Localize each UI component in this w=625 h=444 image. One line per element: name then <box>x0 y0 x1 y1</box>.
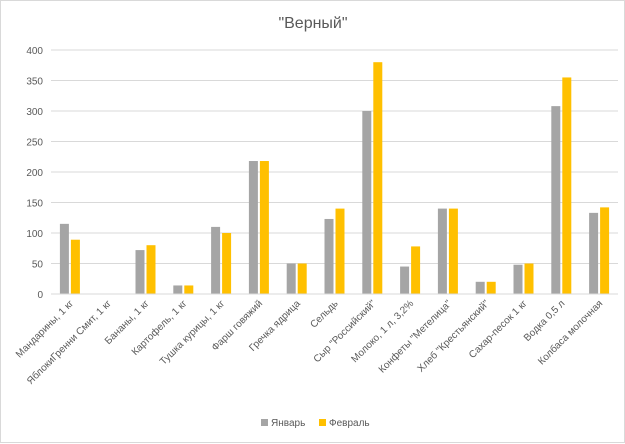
bar-february <box>297 263 307 294</box>
bar-january <box>513 264 523 294</box>
gridlines <box>51 49 618 264</box>
y-tick-label: 250 <box>26 138 43 149</box>
bar-february <box>259 161 269 294</box>
bar-january <box>475 281 485 294</box>
x-tick-label: Хлеб "Крестьянский" <box>415 297 492 374</box>
bar-february <box>600 207 610 294</box>
bar-january <box>173 285 183 294</box>
bar-february <box>335 208 345 294</box>
bar-january <box>551 106 561 295</box>
x-tick-label: Колбаса молочная <box>535 298 605 368</box>
bar-january <box>135 250 145 294</box>
bar-january <box>589 212 599 294</box>
bar-february <box>373 62 383 295</box>
legend-label: Январь <box>271 418 305 429</box>
x-tick-label: Тушка курицы, 1 кг <box>158 298 227 367</box>
bar-january <box>362 111 372 294</box>
chart-title: "Верный" <box>278 15 347 32</box>
x-tick-label: Конфеты "Метелица" <box>376 297 454 375</box>
y-tick-label: 150 <box>26 199 43 210</box>
legend-swatch <box>261 419 268 426</box>
bar-january <box>59 223 69 294</box>
y-tick-label: 0 <box>37 290 43 301</box>
bar-february <box>146 245 156 294</box>
y-tick-label: 300 <box>26 107 43 118</box>
legend-swatch <box>319 419 326 426</box>
y-tick-label: 350 <box>26 77 43 88</box>
bar-february <box>70 239 80 294</box>
bars <box>59 62 610 295</box>
y-axis-ticks: 0 50 100 150 200 250 300 350 400 <box>26 46 43 301</box>
bar-february <box>486 281 496 294</box>
y-tick-label: 200 <box>26 168 43 179</box>
bar-january <box>248 161 258 294</box>
legend-label: Февраль <box>329 418 370 429</box>
x-tick-label: Сельдь <box>308 298 340 330</box>
bar-january <box>211 226 221 294</box>
bar-february <box>524 263 534 294</box>
bar-january <box>286 263 296 294</box>
bar-january <box>437 208 447 294</box>
y-tick-label: 50 <box>32 260 44 271</box>
bar-february <box>448 208 458 294</box>
legend: Январь Февраль <box>261 418 370 429</box>
y-tick-label: 400 <box>26 46 43 57</box>
bar-january <box>400 266 410 294</box>
y-tick-label: 100 <box>26 229 43 240</box>
bar-february <box>562 77 572 294</box>
bar-january <box>324 218 334 294</box>
bar-february <box>411 246 421 294</box>
bar-february <box>184 285 194 294</box>
bar-february <box>222 233 232 294</box>
